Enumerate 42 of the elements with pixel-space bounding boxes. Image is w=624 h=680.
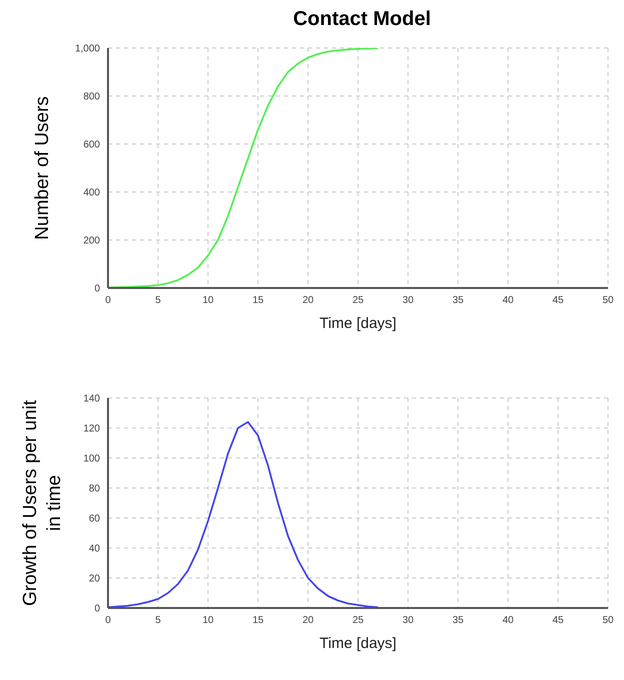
x-tick-label: 0 [105,615,112,626]
x-axis-title: Time [days] [320,635,396,652]
line-series [108,421,379,608]
x-tick-label: 50 [602,295,614,306]
x-tick-label: 20 [302,295,314,306]
x-tick-label: 40 [502,295,514,306]
y-tick-label: 0 [94,284,100,295]
x-tick-label: 15 [252,295,264,306]
x-tick-label: 25 [352,615,364,626]
y-tick-label: 120 [83,424,100,435]
y-tick-label: 600 [83,140,100,151]
y-tick-label: 60 [88,514,100,525]
x-tick-label: 40 [502,615,514,626]
y-tick-label: 0 [94,604,100,615]
x-tick-label: 30 [402,615,414,626]
y-tick-label: 1,000 [74,44,100,55]
x-tick-label: 0 [105,295,112,306]
y-tick-label: 800 [83,92,100,103]
x-tick-label: 35 [452,295,464,306]
y-tick-label: 400 [83,188,100,199]
x-tick-label: 10 [202,615,214,626]
chart-title: Contact Model [292,8,432,32]
y-tick-label: 20 [88,574,100,585]
x-tick-label: 35 [452,615,464,626]
x-axis-title: Time [days] [320,315,396,332]
x-tick-label: 30 [402,295,414,306]
x-tick-label: 5 [155,295,162,306]
y-tick-label: 100 [83,454,100,465]
x-tick-label: 5 [155,615,162,626]
x-tick-label: 50 [602,615,614,626]
y-tick-label: 80 [88,484,100,495]
y-axis-title: Growth of Users per unit in time [19,399,66,608]
x-tick-label: 45 [552,295,564,306]
y-axis-title: Number of Users [31,95,54,242]
y-tick-label: 140 [83,394,100,405]
y-tick-label: 200 [83,236,100,247]
x-tick-label: 45 [552,615,564,626]
x-tick-label: 25 [352,295,364,306]
x-tick-label: 15 [252,615,264,626]
y-tick-label: 40 [88,544,100,555]
x-tick-label: 20 [302,615,314,626]
x-tick-label: 10 [202,295,214,306]
